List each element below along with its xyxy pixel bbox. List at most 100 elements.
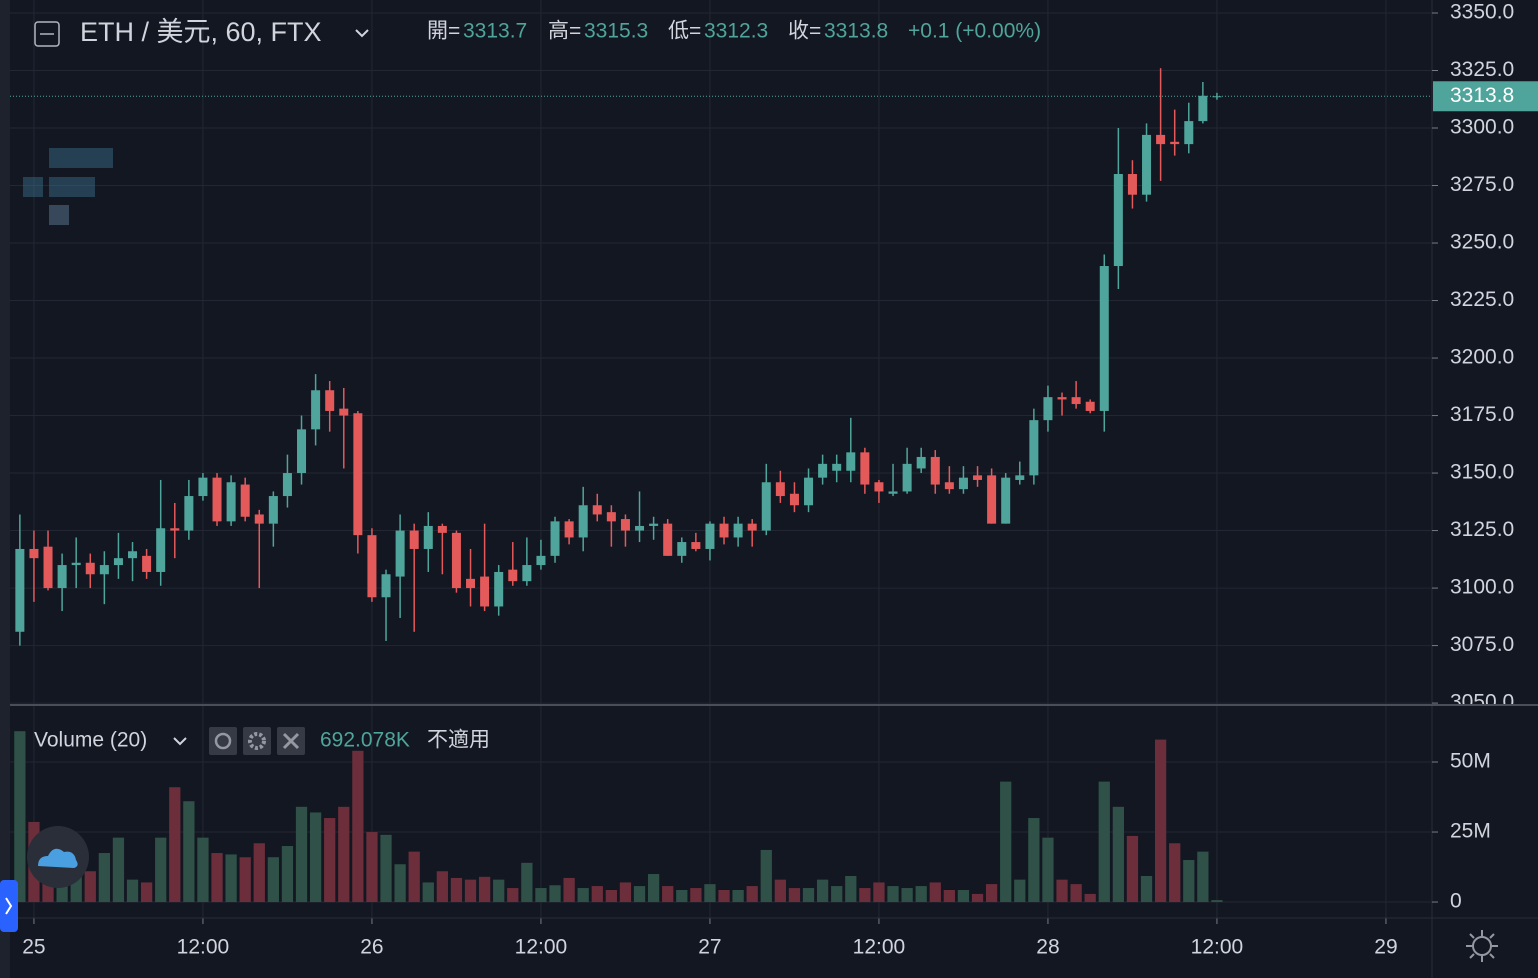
- candle-body: [1113, 174, 1123, 267]
- volume-bar: [647, 874, 660, 903]
- candle-body: [550, 521, 560, 556]
- candle-body: [958, 477, 968, 490]
- volume-bar: [1000, 781, 1012, 903]
- settings-icon[interactable]: [1472, 936, 1492, 956]
- candle-body: [1043, 397, 1053, 421]
- sidebar-toggle[interactable]: [0, 880, 18, 932]
- candle-body: [902, 463, 912, 492]
- x-tick-label: 26: [360, 936, 383, 959]
- volume-bar: [507, 888, 519, 903]
- candle-body: [57, 565, 67, 589]
- settings-button[interactable]: [243, 727, 271, 755]
- collapse-button[interactable]: [34, 21, 60, 47]
- candle-body: [916, 456, 926, 469]
- volume-bar: [183, 801, 195, 903]
- exchange-logo: [23, 148, 113, 225]
- candle-body: [508, 569, 518, 582]
- volume-bar: [774, 879, 786, 903]
- close-label: 收=: [788, 20, 821, 43]
- settings-rays: [1466, 930, 1498, 962]
- volume-bar: [901, 888, 913, 903]
- candle-body: [156, 528, 166, 572]
- volume-bar: [1112, 806, 1124, 903]
- close-icon: [282, 732, 300, 750]
- volume-bar: [563, 877, 575, 903]
- candle-body: [578, 505, 588, 538]
- volume-bar: [662, 886, 674, 903]
- candle-body: [1142, 134, 1152, 195]
- candle-body: [282, 473, 292, 497]
- volume-title[interactable]: Volume (20): [34, 729, 147, 752]
- candle-body: [451, 532, 461, 589]
- symbol-title[interactable]: ETH / 美元, 60, FTX: [80, 17, 322, 47]
- candle-body: [311, 390, 321, 430]
- candle-body: [423, 525, 433, 549]
- candle-body: [212, 477, 222, 522]
- candle-body: [254, 514, 264, 524]
- volume-tick-label: 50M: [1450, 750, 1491, 773]
- volume-dropdown[interactable]: [173, 737, 187, 746]
- candle-body: [494, 571, 504, 607]
- volume-bar: [112, 837, 125, 903]
- volume-bar: [1154, 739, 1167, 903]
- y-tick-label: 3225.0: [1450, 288, 1514, 311]
- volume-bar: [591, 886, 603, 903]
- volume-bar: [295, 806, 308, 903]
- x-tick-label: 27: [698, 936, 721, 959]
- volume-axis: 50M 25M 0: [1432, 750, 1491, 913]
- candle-body: [705, 523, 715, 549]
- volume-bar: [887, 886, 899, 903]
- volume-bar: [267, 857, 279, 903]
- candle-body: [1170, 141, 1180, 145]
- candle-body: [297, 429, 307, 474]
- candle-body: [367, 535, 377, 598]
- volume-bar: [98, 853, 110, 903]
- volume-bar: [1056, 879, 1068, 903]
- volume-bar: [380, 834, 392, 903]
- low-value: 3312.3: [704, 20, 768, 43]
- candle-body: [170, 528, 180, 531]
- candle-body: [860, 452, 870, 485]
- volume-bar: [84, 871, 96, 903]
- volume-tick-label: 25M: [1450, 820, 1491, 843]
- candle-body: [466, 578, 476, 589]
- candle-body: [930, 456, 940, 485]
- candle-body: [184, 496, 194, 531]
- volume-bar: [873, 882, 885, 903]
- volume-bar: [549, 885, 561, 903]
- candle-body: [733, 523, 743, 538]
- volume-bar: [239, 857, 251, 903]
- x-tick-label: 12:00: [1191, 936, 1244, 959]
- volume-bar: [408, 851, 420, 903]
- candle-body: [226, 482, 236, 522]
- candle-body: [240, 484, 250, 517]
- candle-layer: [10, 68, 1432, 646]
- visibility-button[interactable]: [209, 727, 237, 755]
- symbol-dropdown[interactable]: [355, 29, 369, 38]
- volume-bar: [281, 846, 294, 903]
- volume-bar: [338, 806, 350, 903]
- volume-bar: [704, 884, 716, 903]
- candle-body: [1198, 95, 1208, 122]
- volume-bar: [943, 889, 955, 903]
- volume-bar: [690, 888, 702, 903]
- volume-bar: [197, 837, 209, 903]
- volume-bar: [436, 871, 448, 903]
- candle-body: [973, 475, 983, 480]
- grid-layer: [10, 0, 1432, 918]
- candle-body: [536, 555, 546, 566]
- eye-icon: [214, 732, 232, 750]
- volume-bar: [971, 893, 984, 903]
- candle-body: [395, 530, 405, 577]
- candle-body: [198, 477, 208, 497]
- y-tick-label: 3125.0: [1450, 518, 1514, 541]
- candle-body: [381, 574, 391, 598]
- volume-bar: [1014, 879, 1026, 903]
- volume-bar: [718, 889, 730, 903]
- candle-body: [663, 523, 673, 556]
- volume-bar: [324, 818, 336, 903]
- volume-bar: [1070, 884, 1082, 903]
- y-tick-label: 3300.0: [1450, 116, 1514, 139]
- price-axis: 3050.0 3075.0 3100.0 3125.0 3150.0 3175.0 3200…: [1432, 1, 1514, 704]
- volume-bar: [366, 832, 378, 903]
